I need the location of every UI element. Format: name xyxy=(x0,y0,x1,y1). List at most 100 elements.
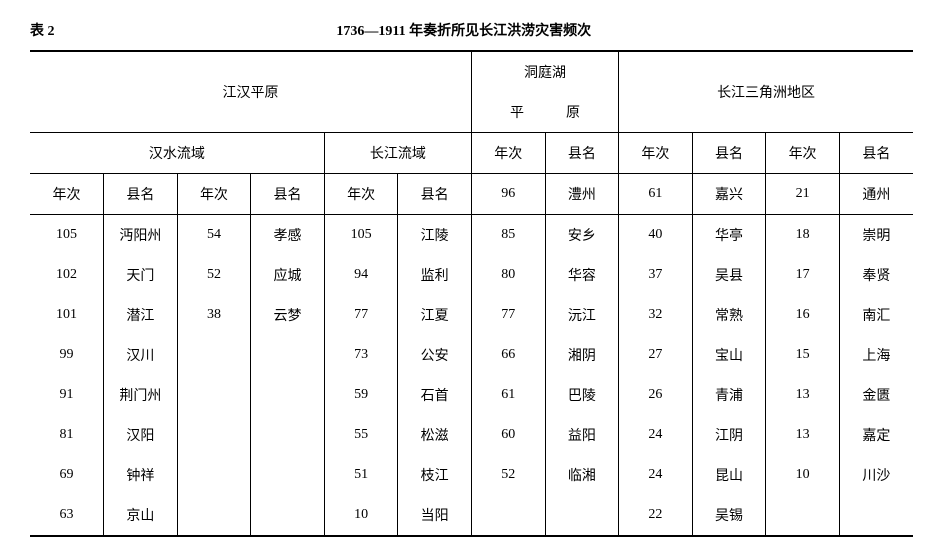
cell: 嘉定 xyxy=(839,415,913,455)
region-dongting-a: 洞庭湖 xyxy=(471,51,618,92)
col-county: 县名 xyxy=(251,174,325,215)
cell: 40 xyxy=(619,215,693,256)
cell: 吴县 xyxy=(692,255,766,295)
cell: 安乡 xyxy=(545,215,619,256)
table-row: 101潜江38云梦77江夏77沅江32常熟16南汇 xyxy=(30,295,913,335)
sub-hanshui: 汉水流域 xyxy=(30,133,324,174)
col-year: 年次 xyxy=(324,174,398,215)
cell xyxy=(177,415,251,455)
cell: 石首 xyxy=(398,375,472,415)
cell: 应城 xyxy=(251,255,325,295)
cell: 55 xyxy=(324,415,398,455)
cell: 13 xyxy=(766,375,840,415)
cell: 10 xyxy=(324,495,398,536)
table-row: 102天门52应城94监利80华容37吴县17奉贤 xyxy=(30,255,913,295)
cell: 湘阴 xyxy=(545,335,619,375)
cell xyxy=(251,455,325,495)
cell xyxy=(177,455,251,495)
cell: 临湘 xyxy=(545,455,619,495)
col-county: 县名 xyxy=(398,174,472,215)
table-caption: 表 2 1736—1911 年奏折所见长江洪涝灾害频次 xyxy=(30,20,913,40)
sub-changjiang: 长江流域 xyxy=(324,133,471,174)
cell xyxy=(545,495,619,536)
cell: 巴陵 xyxy=(545,375,619,415)
flood-frequency-table: 江汉平原 洞庭湖 长江三角洲地区 平 原 汉水流域 长江流域 年次 县名 年次 … xyxy=(30,50,913,537)
cell xyxy=(251,335,325,375)
cell: 上海 xyxy=(839,335,913,375)
table-row: 105沔阳州54孝感105江陵85安乡40华亭18崇明 xyxy=(30,215,913,256)
cell: 27 xyxy=(619,335,693,375)
cell: 荆门州 xyxy=(104,375,178,415)
cell: 沔阳州 xyxy=(104,215,178,256)
cell: 枝江 xyxy=(398,455,472,495)
cell: 川沙 xyxy=(839,455,913,495)
cell: 77 xyxy=(324,295,398,335)
region-dongting-b: 平 原 xyxy=(471,92,618,133)
header-row-1: 江汉平原 洞庭湖 长江三角洲地区 xyxy=(30,51,913,92)
cell: 华容 xyxy=(545,255,619,295)
cell: 26 xyxy=(619,375,693,415)
cell xyxy=(177,375,251,415)
table-row: 99汉川73公安66湘阴27宝山15上海 xyxy=(30,335,913,375)
cell: 21 xyxy=(766,174,840,215)
cell: 91 xyxy=(30,375,104,415)
header-row-2: 汉水流域 长江流域 年次 县名 年次 县名 年次 县名 xyxy=(30,133,913,174)
cell: 105 xyxy=(30,215,104,256)
cell xyxy=(251,495,325,536)
cell xyxy=(177,495,251,536)
cell xyxy=(251,415,325,455)
cell: 嘉兴 xyxy=(692,174,766,215)
cell: 66 xyxy=(471,335,545,375)
cell: 10 xyxy=(766,455,840,495)
col-county: 县名 xyxy=(839,133,913,174)
cell: 38 xyxy=(177,295,251,335)
cell: 15 xyxy=(766,335,840,375)
region-delta: 长江三角洲地区 xyxy=(619,51,913,133)
cell: 云梦 xyxy=(251,295,325,335)
cell: 13 xyxy=(766,415,840,455)
cell: 60 xyxy=(471,415,545,455)
cell: 52 xyxy=(471,455,545,495)
cell: 沅江 xyxy=(545,295,619,335)
cell: 105 xyxy=(324,215,398,256)
cell: 通州 xyxy=(839,174,913,215)
cell: 73 xyxy=(324,335,398,375)
cell: 17 xyxy=(766,255,840,295)
table-row: 63京山10当阳22吴锡 xyxy=(30,495,913,536)
col-year: 年次 xyxy=(619,133,693,174)
cell: 61 xyxy=(471,375,545,415)
cell: 潜江 xyxy=(104,295,178,335)
table-title: 1736—1911 年奏折所见长江洪涝灾害频次 xyxy=(95,20,834,40)
col-year: 年次 xyxy=(30,174,104,215)
col-county: 县名 xyxy=(692,133,766,174)
cell: 51 xyxy=(324,455,398,495)
table-row: 81汉阳55松滋60益阳24江阴13嘉定 xyxy=(30,415,913,455)
cell xyxy=(177,335,251,375)
cell: 江阴 xyxy=(692,415,766,455)
cell: 63 xyxy=(30,495,104,536)
cell: 吴锡 xyxy=(692,495,766,536)
cell: 24 xyxy=(619,455,693,495)
cell: 99 xyxy=(30,335,104,375)
region-jianghan: 江汉平原 xyxy=(30,51,471,133)
cell: 96 xyxy=(471,174,545,215)
cell: 汉阳 xyxy=(104,415,178,455)
cell xyxy=(839,495,913,536)
header-row-3: 年次 县名 年次 县名 年次 县名 96 澧州 61 嘉兴 21 通州 xyxy=(30,174,913,215)
cell: 61 xyxy=(619,174,693,215)
cell: 77 xyxy=(471,295,545,335)
cell: 18 xyxy=(766,215,840,256)
cell xyxy=(251,375,325,415)
cell: 22 xyxy=(619,495,693,536)
cell: 102 xyxy=(30,255,104,295)
cell: 天门 xyxy=(104,255,178,295)
col-year: 年次 xyxy=(471,133,545,174)
cell: 24 xyxy=(619,415,693,455)
cell: 江陵 xyxy=(398,215,472,256)
cell: 69 xyxy=(30,455,104,495)
cell: 澧州 xyxy=(545,174,619,215)
cell: 52 xyxy=(177,255,251,295)
cell: 85 xyxy=(471,215,545,256)
col-year: 年次 xyxy=(177,174,251,215)
cell xyxy=(471,495,545,536)
